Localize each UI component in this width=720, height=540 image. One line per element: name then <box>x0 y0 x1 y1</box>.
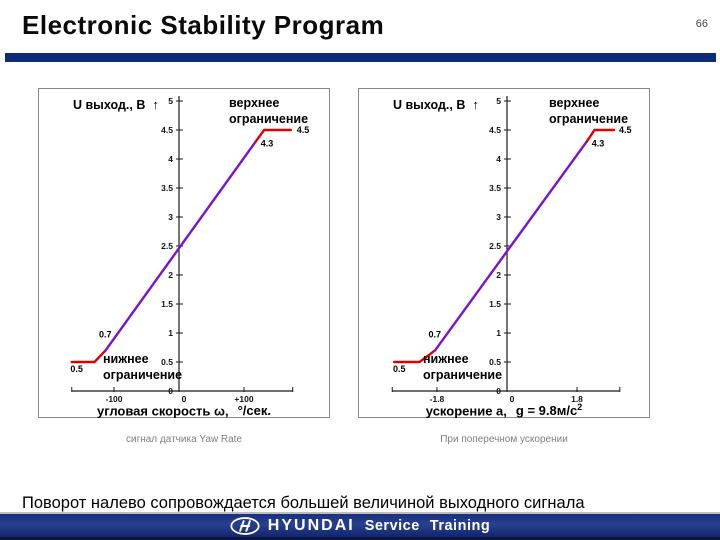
point-label: 0.5 <box>70 364 83 374</box>
y-tick-label: 1.5 <box>161 299 173 309</box>
y-tick-label: 2.5 <box>161 241 173 251</box>
series-line-proportional-purple <box>104 140 257 352</box>
y-axis-title-text: U выход., В <box>393 98 466 112</box>
footer-bar: HYUNDAI Service Training <box>0 512 720 540</box>
up-arrow-icon: ↑ <box>472 97 479 112</box>
y-tick-label: 0.5 <box>161 357 173 367</box>
x-tick-label: 1.8 <box>571 394 583 404</box>
x-tick-label: 0 <box>510 394 515 404</box>
point-label: 0.7 <box>99 329 112 339</box>
y-tick-label: 1 <box>168 328 173 338</box>
y-axis-title: U выход., В ↑ <box>393 97 479 112</box>
x-axis-title: угловая скорость ω, °/сек. <box>39 402 329 418</box>
x-axis-title: ускорение a, g = 9.8м/с2 <box>359 402 649 418</box>
x-tick-label: -100 <box>105 394 122 404</box>
y-tick-label: 2 <box>168 270 173 280</box>
x-axis-unit-sup: 2 <box>577 402 583 412</box>
point-label: 0.5 <box>393 364 406 374</box>
lateral-acceleration-chart-canvas: 0 0.5 1 1.5 2 2.5 3 3.5 4 4.5 5 -1.8 0 1.8 0.5 0.7 4.3 4.… <box>391 96 632 404</box>
x-axis-title-text: ускорение a, <box>425 403 507 419</box>
x-axis-unit: °/сек. <box>237 403 271 419</box>
point-label: 4.3 <box>261 139 274 149</box>
footer-training: Training <box>429 517 491 534</box>
slide-note: Поворот налево сопровождается большей ве… <box>22 493 585 512</box>
hyundai-logo-icon <box>230 516 260 535</box>
yaw-rate-chart-caption: сигнал датчика Yaw Rate <box>125 434 243 445</box>
y-tick-label: 0 <box>496 386 501 396</box>
series-line-upper-limit-red <box>585 128 616 143</box>
footer-service: Service <box>364 517 420 534</box>
lateral-acceleration-chart-caption: При поперечном ускорении <box>440 434 568 445</box>
y-tick-label: 5 <box>496 96 501 106</box>
page-title: Electronic Stability Program <box>22 10 385 40</box>
y-tick-label: 3.5 <box>489 183 501 193</box>
page-number: 66 <box>695 18 708 30</box>
point-label: 4.5 <box>619 125 632 135</box>
series-line-lower-limit-red <box>392 349 437 364</box>
upper-limit-label: верхнее ограничение <box>549 96 629 127</box>
x-axis-title-text: угловая скорость ω, <box>97 403 229 419</box>
x-tick-label: 0 <box>182 394 187 404</box>
title-divider <box>5 53 716 62</box>
yaw-rate-chart: 0 0.5 1 1.5 2 2.5 3 3.5 4 4.5 5 -100 0 +100 0.5 0.7 4.3 4… <box>38 88 330 418</box>
x-axis-unit: g = 9.8м/с <box>515 403 578 419</box>
y-tick-label: 4.5 <box>489 125 501 135</box>
upper-limit-label: верхнее ограничение <box>229 96 309 127</box>
y-tick-label: 5 <box>168 96 173 106</box>
y-tick-label: 4.5 <box>161 125 173 135</box>
y-tick-label: 0 <box>168 386 173 396</box>
y-tick-label: 2.5 <box>489 241 501 251</box>
x-tick-label: +100 <box>234 394 253 404</box>
y-tick-label: 4 <box>496 154 501 164</box>
y-tick-label: 2 <box>496 270 501 280</box>
series-line-upper-limit-red <box>254 128 293 143</box>
y-tick-label: 3.5 <box>161 183 173 193</box>
y-tick-label: 3 <box>168 212 173 222</box>
lower-limit-label: нижнее ограничение <box>103 352 183 383</box>
y-tick-label: 0.5 <box>489 357 501 367</box>
y-tick-label: 1.5 <box>489 299 501 309</box>
point-label: 4.3 <box>592 139 605 149</box>
yaw-rate-chart-canvas: 0 0.5 1 1.5 2 2.5 3 3.5 4 4.5 5 -100 0 +100 0.5 0.7 4.3 4… <box>70 96 310 404</box>
point-label: 4.5 <box>297 125 310 135</box>
series-line-lower-limit-red <box>70 349 107 364</box>
y-axis-title: U выход., В ↑ <box>73 97 159 112</box>
up-arrow-icon: ↑ <box>152 97 159 112</box>
footer-brand: HYUNDAI <box>267 516 355 534</box>
lower-limit-label: нижнее ограничение <box>423 352 503 383</box>
lateral-acceleration-chart: 0 0.5 1 1.5 2 2.5 3 3.5 4 4.5 5 -1.8 0 1.8 0.5 0.7 4.3 4.… <box>358 88 650 418</box>
y-tick-label: 1 <box>496 328 501 338</box>
y-tick-label: 4 <box>168 154 173 164</box>
point-label: 0.7 <box>429 329 442 339</box>
x-tick-label: -1.8 <box>430 394 445 404</box>
y-tick-label: 3 <box>496 212 501 222</box>
y-axis-title-text: U выход., В <box>73 98 146 112</box>
series-line-proportional-purple <box>433 140 588 352</box>
